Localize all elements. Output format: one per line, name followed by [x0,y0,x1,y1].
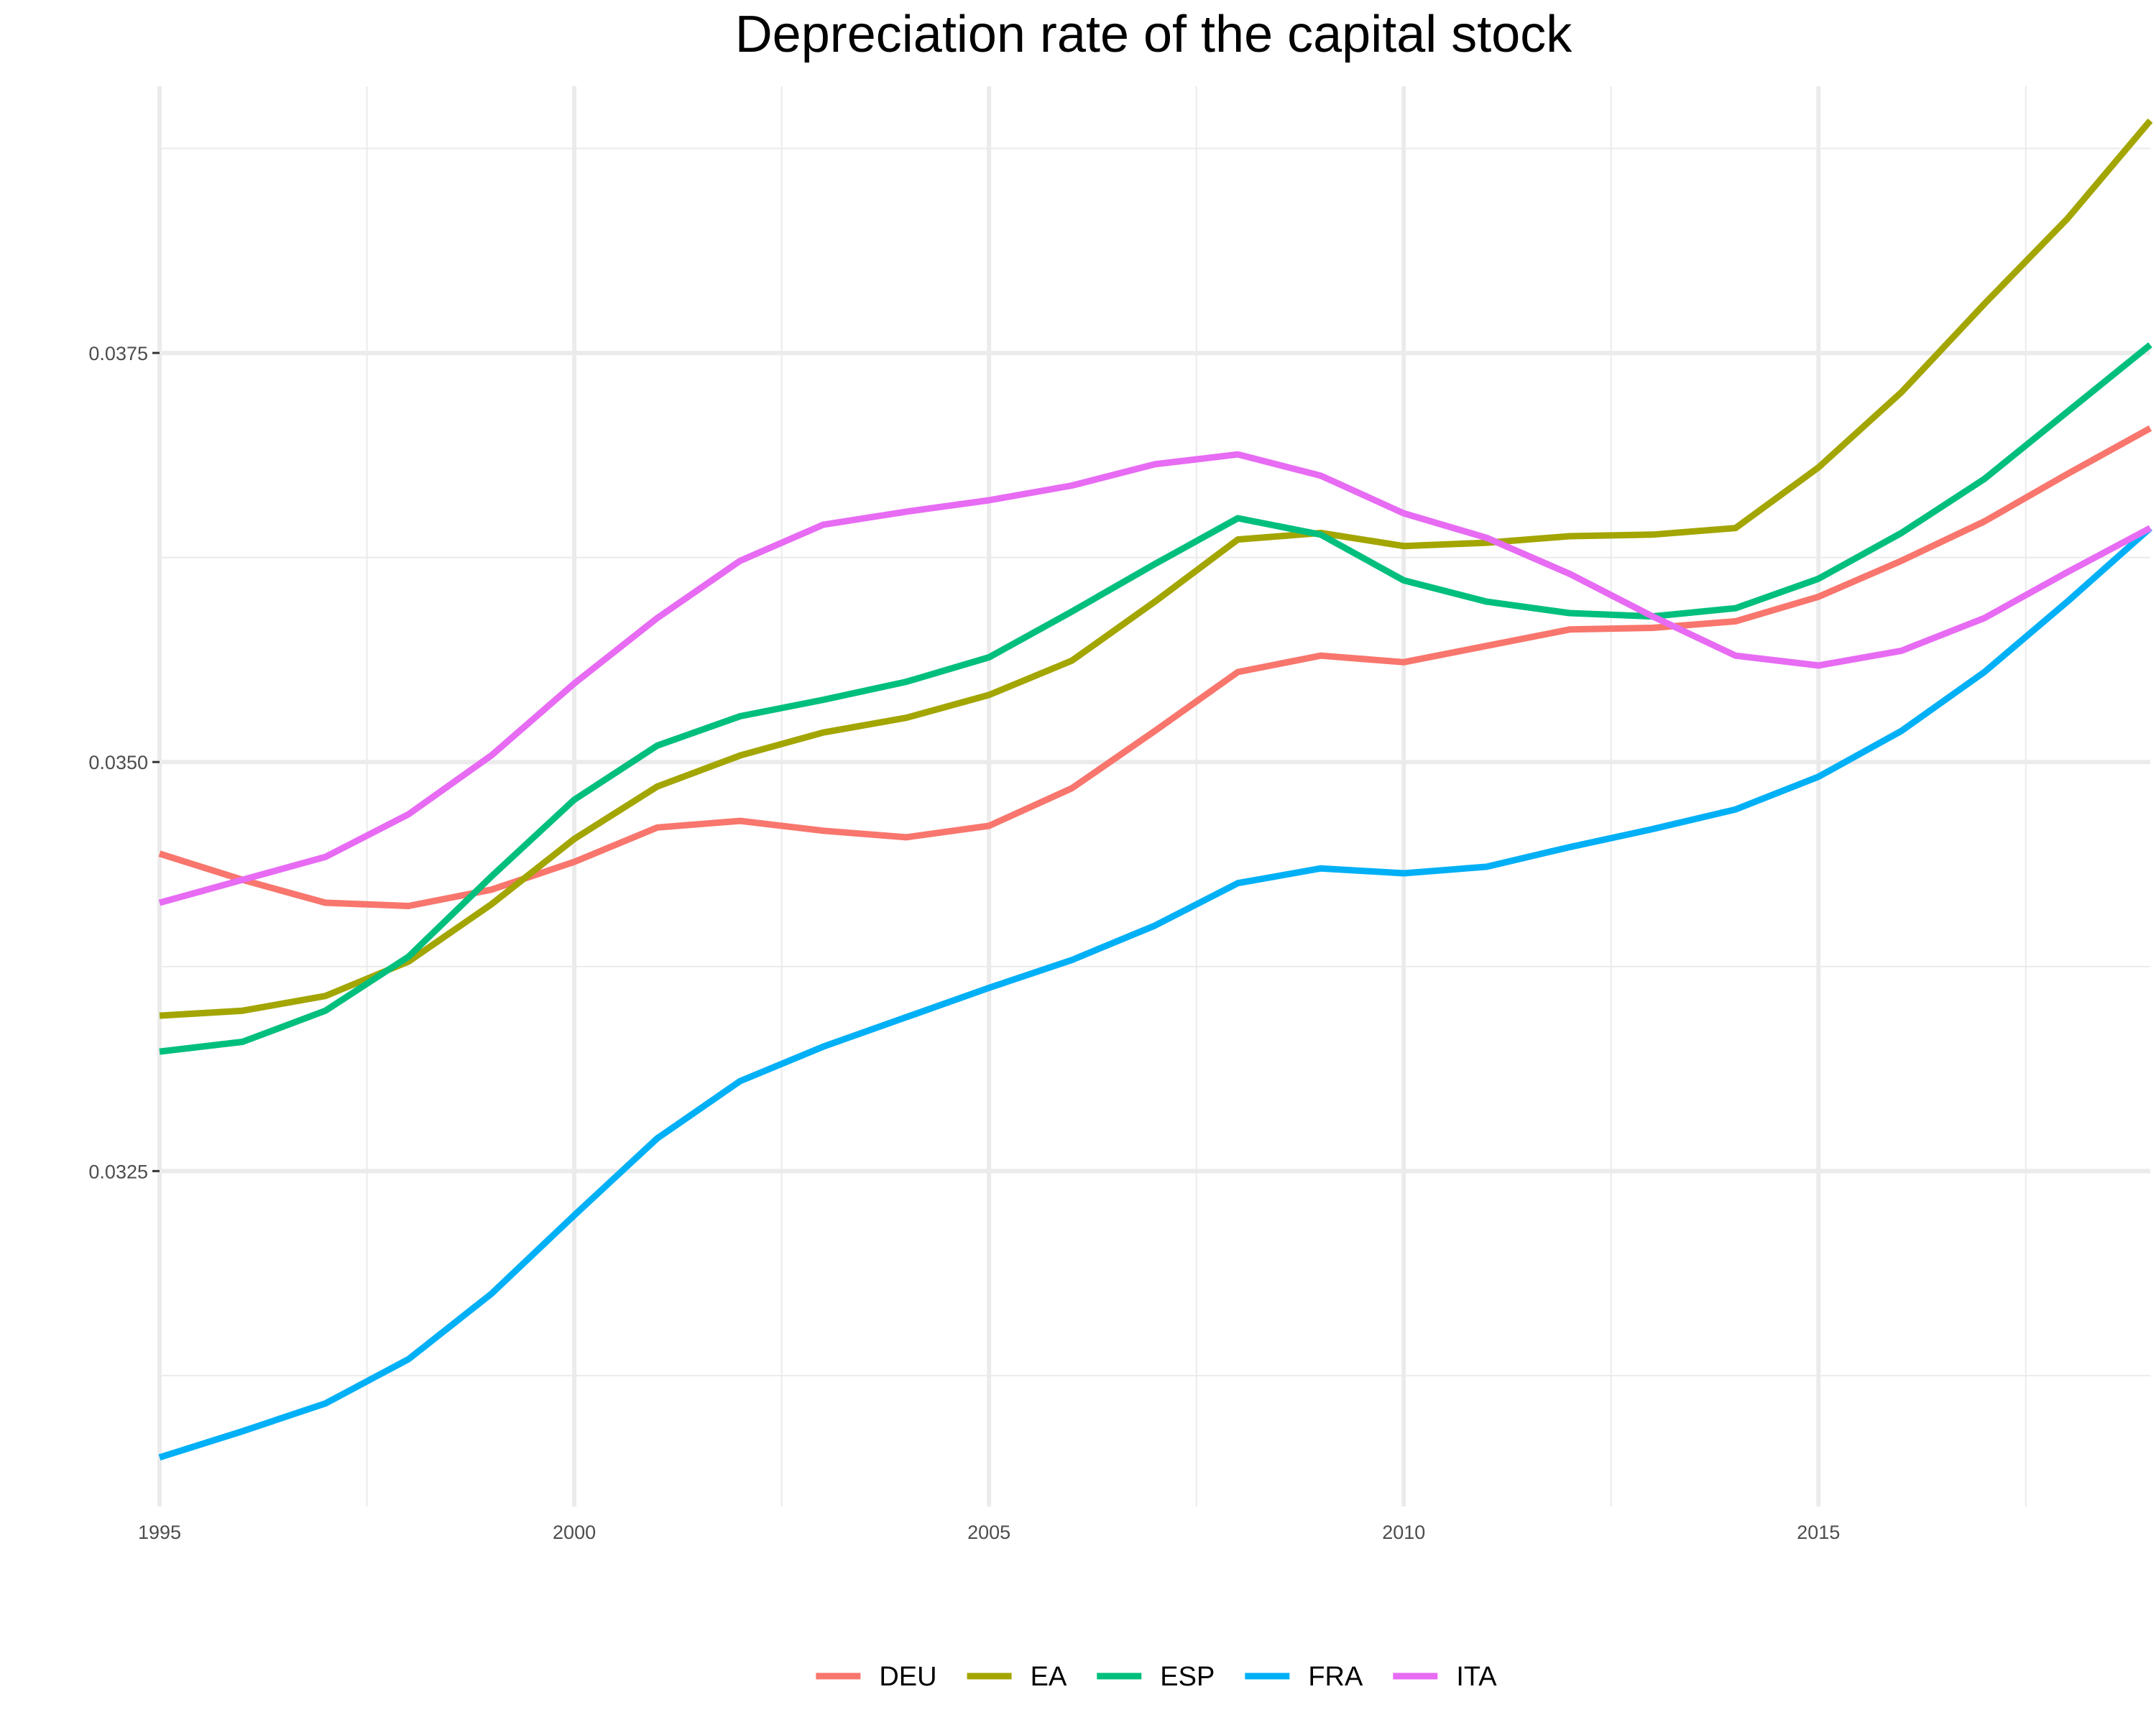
y-tick-label: 0.0350 [88,752,148,773]
chart-title: Depreciation rate of the capital stock [735,6,1573,63]
y-axis: 0.0325 0.0350 0.0375 [88,343,160,1182]
series-line-deu [158,425,2152,909]
series-line-ea [159,118,2153,1019]
y-tick-label: 0.0325 [88,1161,148,1182]
series-line-ita [158,451,2152,906]
legend-label-ea: EA [1031,1662,1067,1692]
legend-label-esp: ESP [1160,1662,1215,1692]
legend-label-fra: FRA [1308,1662,1363,1692]
x-tick-label: 2010 [1382,1522,1425,1543]
series-line-esp [159,342,2152,1055]
x-tick-label: 2005 [967,1522,1010,1543]
y-tick-label: 0.0375 [88,343,148,364]
x-tick-label: 2015 [1797,1522,1840,1543]
x-tick-label: 2000 [553,1522,596,1543]
series-layer [158,118,2153,1460]
x-tick-label: 1995 [138,1522,181,1543]
grid-major [157,86,2150,1506]
legend-label-deu: DEU [879,1662,936,1692]
legend: DEU EA ESP FRA ITA [816,1662,1497,1692]
x-axis: 1995 2000 2005 2010 2015 [138,1522,1840,1543]
legend-label-ita: ITA [1456,1662,1497,1692]
series-line-fra [158,525,2152,1460]
